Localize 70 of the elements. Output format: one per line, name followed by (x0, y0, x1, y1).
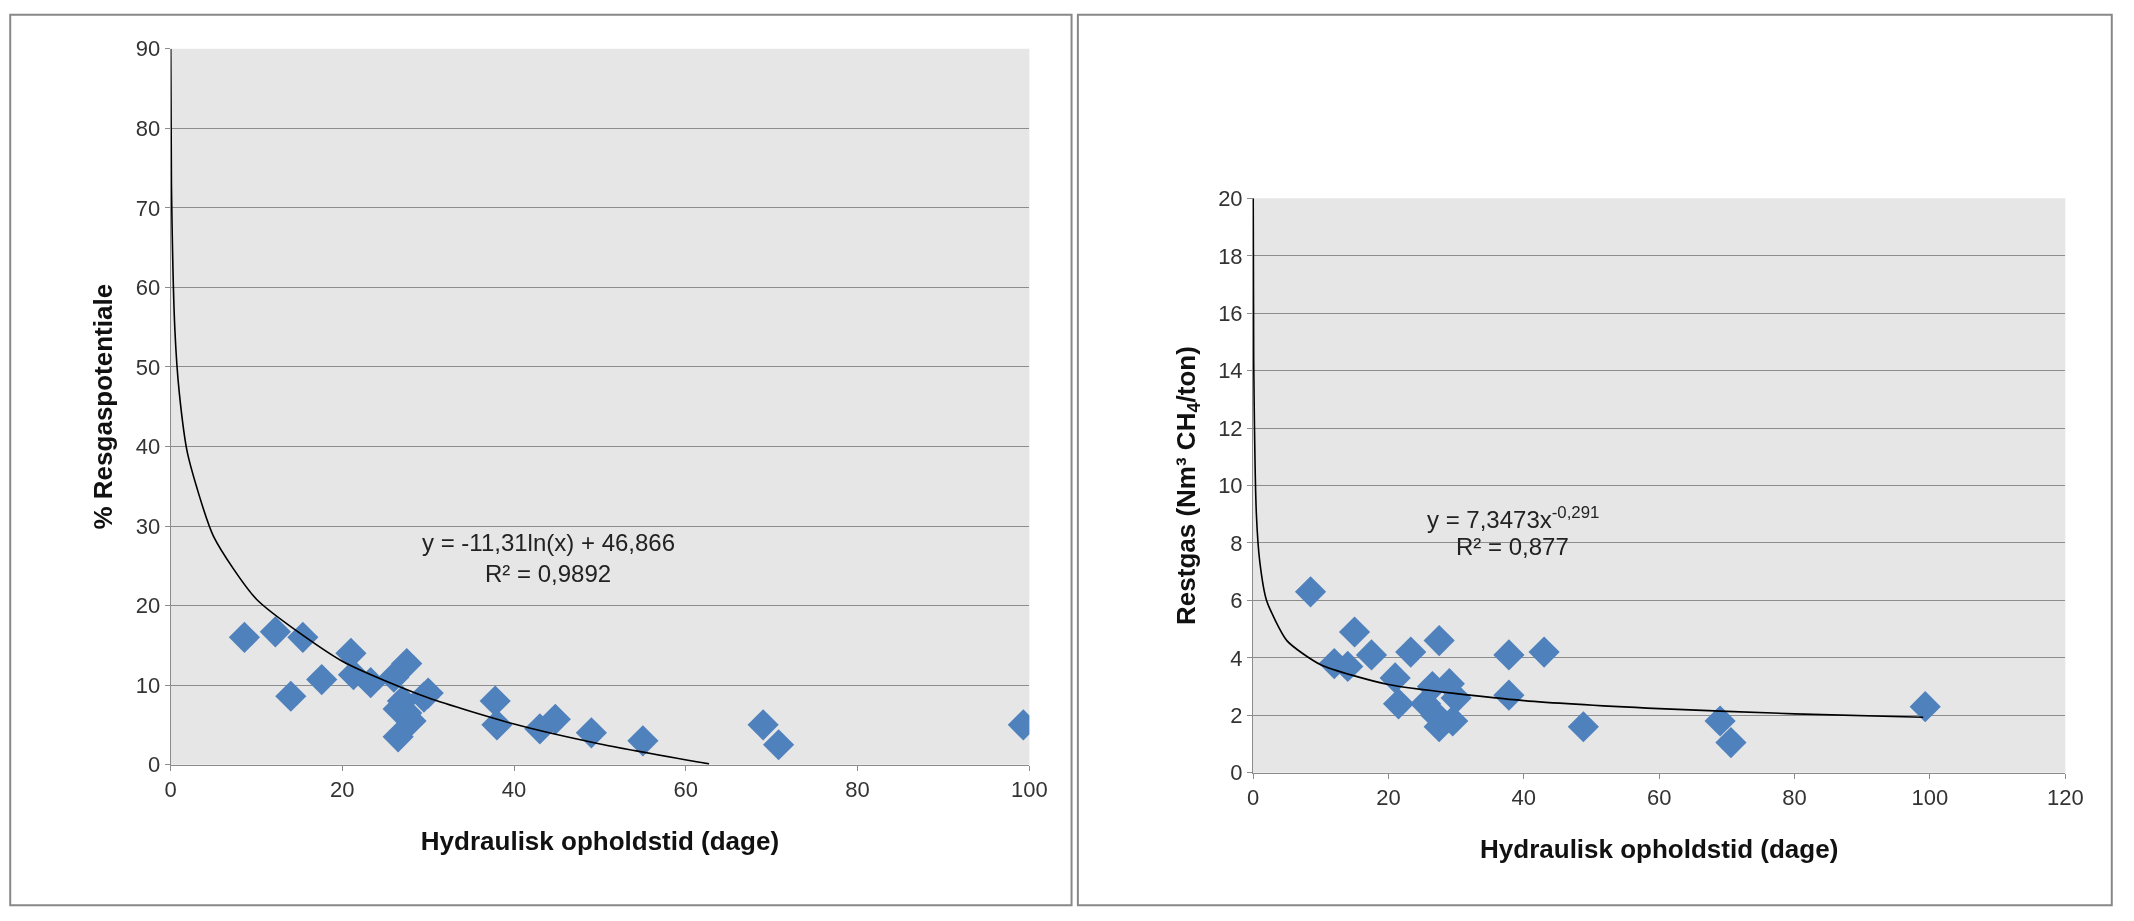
y-tick-label: 4 (1230, 645, 1243, 671)
point (1382, 688, 1415, 720)
y-tick-label: 60 (135, 275, 161, 301)
x-tick-label: 80 (1782, 785, 1807, 811)
x-tick-label: 80 (845, 777, 870, 803)
point (275, 680, 307, 712)
point (1379, 662, 1411, 694)
point (1493, 679, 1525, 711)
y-tick-label: 50 (135, 354, 161, 380)
point (382, 721, 414, 753)
annotation: R² = 0,9892 (485, 560, 612, 587)
x-tick-label: 100 (1010, 777, 1048, 803)
y-tick-label: 40 (135, 434, 161, 460)
y-tick-label: 30 (135, 513, 161, 539)
x-tick-label: 20 (330, 777, 355, 803)
y-tick-label: 12 (1218, 415, 1243, 441)
y-tick-label: 20 (1218, 186, 1243, 212)
point (259, 616, 291, 648)
y-tick-label: 14 (1218, 358, 1243, 384)
x-tick-label: 60 (1646, 785, 1672, 811)
point (228, 621, 261, 653)
point (1909, 691, 1941, 723)
point (539, 703, 571, 735)
point (1355, 639, 1388, 671)
x-tick-label: 0 (1246, 785, 1260, 811)
x-tick-label: 20 (1376, 785, 1401, 811)
y-axis-title: % Resgaspotentiale (88, 283, 119, 530)
y-tick-label: 0 (147, 752, 161, 778)
x-tick-label: 40 (1511, 785, 1537, 811)
point (1338, 616, 1371, 648)
y-tick-label: 0 (1230, 760, 1243, 786)
x-axis-title: Hydraulisk opholdstid (dage) (1480, 833, 1839, 864)
point (306, 663, 338, 696)
y-tick-label: 16 (1218, 300, 1243, 326)
annotation: R² = 0,877 (1456, 533, 1569, 560)
x-tick-label: 60 (673, 777, 699, 803)
x-tick-label: 0 (164, 777, 177, 803)
y-tick-label: 90 (135, 36, 161, 62)
point (391, 648, 423, 680)
point (1567, 711, 1599, 743)
point (1715, 726, 1747, 759)
point (1294, 576, 1327, 608)
x-tick-label: 40 (501, 777, 527, 803)
y-tick-label: 10 (1218, 473, 1243, 499)
point (1704, 705, 1736, 737)
point (1493, 639, 1525, 671)
point (1423, 625, 1455, 657)
annotation: y = -11,31ln(x) + 46,866 (422, 529, 676, 556)
point (355, 667, 387, 699)
x-tick-label: 100 (1911, 785, 1949, 811)
point (1528, 636, 1560, 668)
point (287, 621, 319, 653)
y-tick-label: 20 (135, 593, 161, 619)
y-tick-label: 6 (1230, 588, 1243, 614)
x-tick-label: 120 (2047, 785, 2084, 811)
y-tick-label: 10 (135, 672, 161, 698)
point (762, 729, 795, 761)
point (1395, 636, 1427, 668)
annotation: y = 7,3473x$^{-0,291}$ (1427, 503, 1600, 534)
point (747, 709, 779, 741)
point (479, 685, 511, 717)
y-tick-label: 18 (1218, 243, 1243, 269)
point (627, 725, 659, 757)
y-tick-label: 8 (1230, 530, 1243, 556)
point (575, 717, 607, 749)
y-tick-label: 80 (135, 115, 161, 141)
y-tick-label: 2 (1230, 702, 1243, 728)
x-axis-title: Hydraulisk opholdstid (dage) (420, 825, 780, 856)
point (481, 709, 513, 741)
y-tick-label: 70 (135, 195, 161, 221)
